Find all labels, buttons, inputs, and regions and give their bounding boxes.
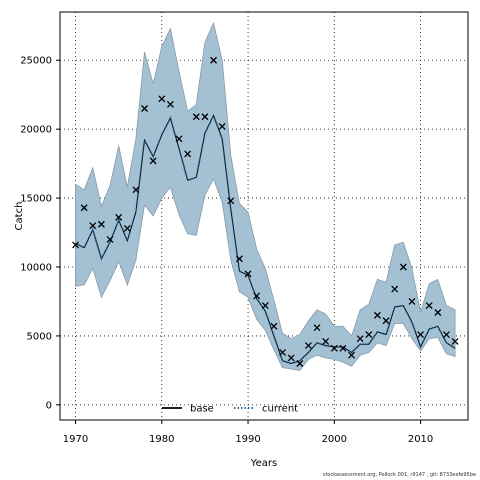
- x-tick-label: 2010: [408, 434, 433, 445]
- observed-point: [442, 331, 450, 339]
- observed-point: [244, 270, 252, 278]
- y-axis: 0 5000 10000 15000 20000 25000: [20, 56, 60, 411]
- confidence-band: [75, 21, 456, 371]
- observed-point: [417, 331, 425, 339]
- observed-point: [425, 302, 433, 310]
- y-tick-label: 20000: [20, 125, 52, 136]
- y-axis-title: Catch: [14, 202, 25, 231]
- observed-point: [330, 344, 338, 352]
- observed-point: [313, 324, 321, 332]
- x-tick-label: 1990: [235, 434, 260, 445]
- fit-line-layer: [75, 113, 456, 365]
- observed-point: [304, 342, 312, 350]
- observed-point: [451, 337, 459, 345]
- x-tick-label: 2000: [322, 434, 347, 445]
- legend-entry-base: base: [162, 404, 214, 415]
- observed-point: [287, 354, 295, 362]
- observed-point: [348, 351, 356, 359]
- footer-provenance: stockassessment.org, Pollock 001, r9147 …: [322, 472, 476, 478]
- legend-label: current: [262, 404, 298, 415]
- observed-point: [158, 95, 166, 103]
- y-tick-label: 25000: [20, 56, 52, 67]
- observed-point: [235, 255, 243, 263]
- legend: base current: [162, 404, 298, 415]
- observed-point: [184, 150, 192, 158]
- observed-point: [322, 337, 330, 345]
- observed-point: [218, 122, 226, 130]
- legend-label: base: [190, 404, 214, 415]
- observed-point: [391, 285, 399, 293]
- observed-point: [80, 204, 88, 212]
- x-axis: 1970 1980 1990 2000 2010: [63, 420, 433, 445]
- observed-point: [434, 309, 442, 316]
- y-tick-label: 10000: [20, 263, 52, 274]
- x-tick-label: 1970: [63, 434, 88, 445]
- x-axis-title: Years: [250, 458, 277, 469]
- observed-point: [382, 317, 390, 325]
- observed-point: [210, 56, 217, 64]
- observed-point: [408, 297, 416, 305]
- observed-point: [201, 113, 209, 121]
- legend-entry-current: current: [234, 404, 298, 415]
- y-tick-label: 5000: [27, 331, 52, 342]
- observed-point: [175, 135, 183, 143]
- observed-point: [149, 157, 157, 165]
- observed-point: [279, 348, 287, 356]
- observed-point: [141, 105, 148, 112]
- observed-point: [97, 220, 105, 228]
- observed-point: [123, 224, 131, 232]
- observed-point: [270, 322, 278, 330]
- observed-point: [373, 311, 381, 319]
- y-tick-label: 0: [46, 400, 52, 411]
- observed-point: [132, 186, 140, 194]
- observed-points-layer: [72, 56, 459, 367]
- observed-point: [365, 331, 373, 339]
- confidence-band-layer: [75, 21, 456, 371]
- observed-point: [296, 360, 304, 367]
- observed-point: [227, 197, 235, 205]
- observed-point: [253, 292, 261, 300]
- observed-point: [166, 100, 174, 108]
- observed-point: [356, 335, 364, 343]
- observed-point: [115, 213, 123, 221]
- x-tick-label: 1980: [149, 434, 174, 445]
- observed-point: [106, 235, 114, 243]
- observed-point: [261, 302, 269, 310]
- plot-frame: [59, 11, 469, 421]
- observed-point: [89, 222, 97, 230]
- current-series-line: [75, 113, 456, 365]
- observed-point: [192, 113, 200, 121]
- observed-point: [339, 344, 347, 352]
- y-tick-label: 15000: [20, 194, 52, 205]
- observed-point: [399, 263, 407, 271]
- observed-point: [72, 241, 79, 249]
